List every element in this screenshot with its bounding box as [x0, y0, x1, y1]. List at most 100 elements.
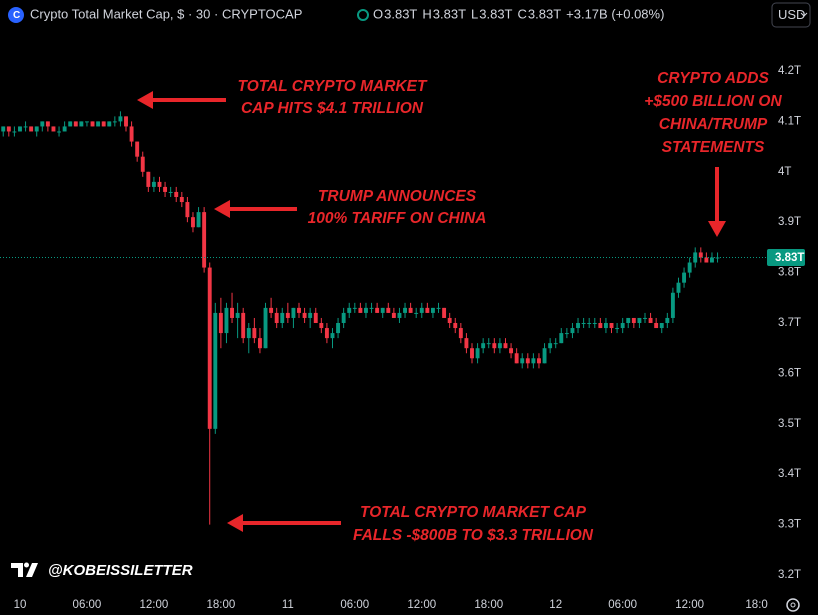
dropdown-icon[interactable]	[800, 12, 808, 17]
y-tick-label: 3.2T	[778, 569, 801, 581]
candle-body	[230, 307, 234, 318]
candle-body	[581, 323, 586, 324]
candle-body	[603, 323, 608, 329]
candle-body	[257, 338, 262, 349]
candle-body	[179, 197, 184, 203]
candle-body	[615, 328, 620, 330]
candle-body	[45, 121, 50, 127]
candle-body	[23, 126, 28, 128]
candle-body	[564, 333, 569, 335]
candle-body	[631, 317, 636, 323]
candle-body	[710, 257, 714, 263]
candle-body	[481, 343, 486, 349]
candle-body	[425, 307, 430, 313]
candle-body	[375, 307, 380, 313]
x-tick-label: 12:00	[407, 599, 436, 611]
candle-body	[96, 121, 101, 127]
candle-body	[364, 307, 368, 313]
y-tick-label: 3.9T	[778, 216, 801, 228]
ohlc-key: L	[471, 6, 478, 21]
candle-body	[665, 317, 670, 323]
candle-body	[525, 358, 530, 364]
gear[interactable]	[786, 598, 800, 612]
candle-body	[430, 307, 435, 313]
arrowhead	[137, 91, 153, 109]
y-tick-label: 3.3T	[778, 519, 801, 531]
candle-body	[514, 353, 519, 364]
annotation: 100% TARIFF ON CHINA	[308, 210, 487, 227]
candle-body	[419, 307, 424, 313]
candle-body	[453, 323, 458, 329]
candle-body	[492, 343, 497, 349]
candle-body	[659, 323, 664, 329]
candle-body	[447, 317, 452, 323]
currency-button-box[interactable]	[771, 2, 811, 28]
candle-body	[609, 323, 614, 329]
candle-body	[18, 126, 22, 132]
x-tick-label: 11	[282, 599, 294, 611]
candle-body	[207, 267, 212, 429]
candle-body	[174, 191, 179, 197]
candle-body	[191, 217, 195, 228]
candle-body	[218, 312, 223, 334]
candle-body	[151, 181, 156, 187]
x-tick-label: 06:00	[608, 599, 637, 611]
candle-body	[486, 343, 491, 345]
candle-body	[57, 131, 61, 133]
candle-body	[324, 328, 329, 339]
candle-body	[274, 312, 279, 323]
annotation: FALLS -$800B TO $3.3 TRILLION	[353, 527, 594, 544]
candle-body	[336, 323, 341, 334]
candle-body	[241, 312, 246, 339]
x-tick-label: 12:00	[675, 599, 704, 611]
candle-body	[503, 343, 508, 349]
candle-body	[213, 312, 218, 429]
candle-body	[168, 191, 173, 193]
y-tick-label: 3.4T	[778, 468, 801, 480]
candle-body	[464, 338, 469, 349]
arrowhead	[708, 221, 726, 237]
candle-body	[1, 126, 6, 132]
candle-body	[90, 121, 95, 127]
ohlc-value: 3.83T	[479, 6, 512, 21]
candle-body	[537, 358, 541, 364]
candle-body	[319, 323, 324, 329]
settings-icon[interactable]	[786, 598, 800, 612]
candle-body	[620, 323, 625, 329]
y-tick-label: 4T	[778, 166, 791, 178]
currency-button-text[interactable]: USD	[778, 7, 805, 22]
candle-body	[157, 181, 162, 187]
candle-body	[403, 307, 407, 313]
candle-body	[442, 307, 447, 318]
candle-body	[285, 312, 290, 318]
candle-body	[107, 121, 112, 127]
y-tick-label: 3.6T	[778, 367, 801, 379]
tv-logo	[11, 563, 38, 577]
y-tick-label: 4.2T	[778, 65, 801, 77]
candle-body	[687, 262, 692, 273]
candle-body	[185, 202, 190, 218]
candle-body	[196, 212, 201, 228]
candle-body	[341, 312, 346, 323]
candle-body	[12, 131, 17, 133]
annotation: CRYPTO ADDS	[657, 70, 769, 87]
x-tick-label: 18:00	[474, 599, 503, 611]
arrows	[137, 91, 726, 532]
y-tick-label: 3.8T	[778, 267, 801, 279]
ohlc-key: C	[518, 6, 527, 21]
ohlc-key: H	[422, 6, 431, 21]
candle-body	[386, 307, 391, 313]
currency-button[interactable]: USD	[771, 2, 811, 28]
candle-body	[559, 333, 564, 344]
tv-logo-dot	[24, 562, 29, 568]
candle-body	[124, 116, 128, 127]
candle-body	[330, 333, 335, 339]
candle-body	[626, 317, 631, 323]
gear-center[interactable]	[790, 602, 796, 608]
y-tick-label: 4.1T	[778, 115, 801, 127]
candle-body	[475, 348, 480, 359]
candle-body	[358, 307, 363, 313]
candle-body	[698, 252, 703, 258]
